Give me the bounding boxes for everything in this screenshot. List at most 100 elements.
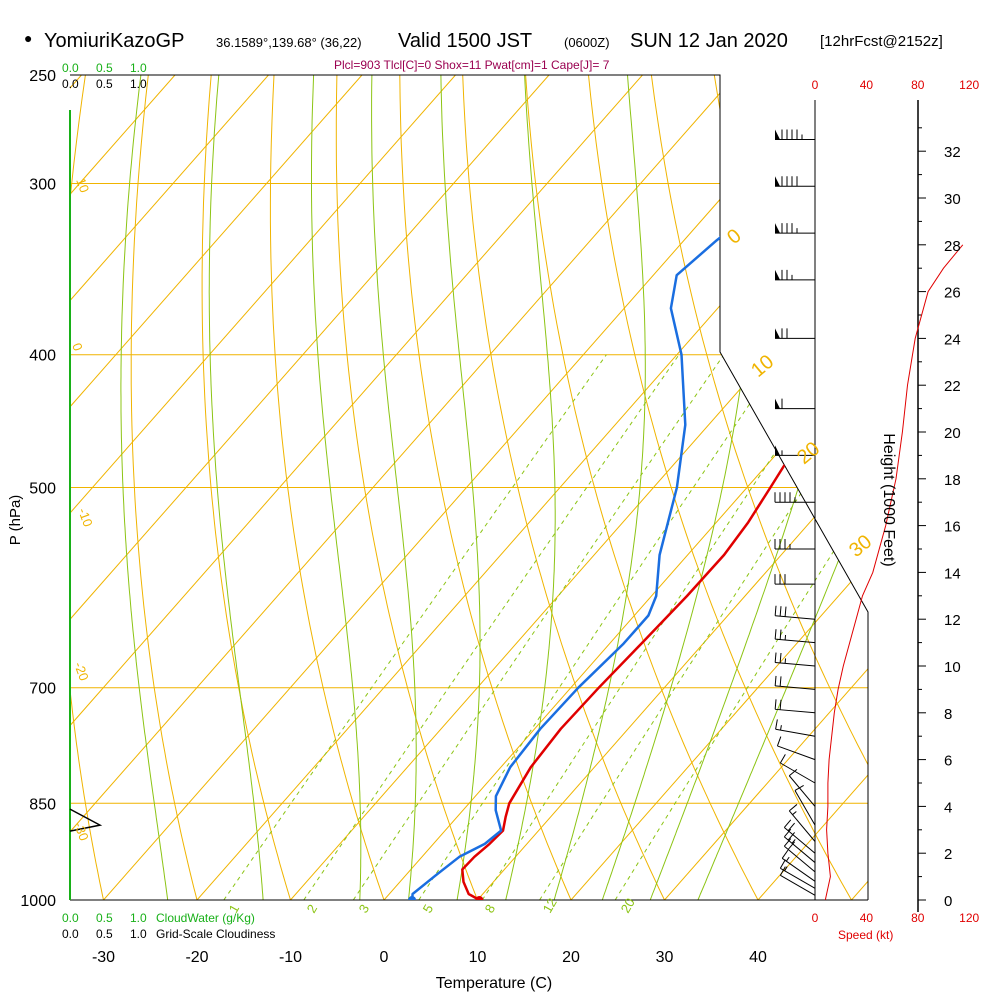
cloud-tick-label: 0.5 xyxy=(96,61,113,75)
height-tick-label: 10 xyxy=(944,659,961,676)
isotherm-label: -20 xyxy=(71,660,92,683)
dry-adiabat-line xyxy=(648,75,868,900)
dry-adiabat-line xyxy=(0,51,27,929)
wind-barb-full xyxy=(774,675,777,686)
wind-barb xyxy=(781,849,816,882)
wind-barb-staff xyxy=(775,708,816,714)
isotherm-line xyxy=(70,75,550,900)
y-tick-label: 850 xyxy=(29,796,56,813)
dry-adiabat-line xyxy=(959,51,1000,929)
wind-barb xyxy=(775,445,815,456)
wind-barb-full xyxy=(774,629,777,640)
x-tick-label: 30 xyxy=(656,949,674,966)
wind-barb-flag xyxy=(775,398,780,409)
mixing-ratio-label: 2 xyxy=(304,902,321,916)
speed-tick-label: 0 xyxy=(812,78,819,92)
height-tick-label: 24 xyxy=(944,331,961,348)
wind-barb-staff xyxy=(780,874,816,896)
moist-adiabat-line xyxy=(208,75,266,900)
isotherm-label: 10 xyxy=(73,176,92,195)
wind-barb xyxy=(774,652,816,667)
mixing-ratio-label: 12 xyxy=(540,895,560,915)
wind-barb-full xyxy=(779,859,786,869)
wind-barb-staff xyxy=(780,762,816,784)
y-tick-label: 700 xyxy=(29,681,56,698)
surface-dewpoint-marker xyxy=(408,896,417,900)
wind-barb-staff xyxy=(788,775,816,807)
wind-barb-flag xyxy=(775,223,780,234)
wind-barb-staff xyxy=(784,836,816,863)
wind-barb-full xyxy=(779,866,786,876)
wind-barb xyxy=(788,804,816,842)
cloud-tick-label: 0.0 xyxy=(62,61,79,75)
mixing-ratio-line xyxy=(418,354,784,900)
mixing-ratio-line xyxy=(352,354,725,900)
isotherm-label: -10 xyxy=(75,506,96,529)
y-tick-label: 250 xyxy=(29,68,56,85)
height-tick-label: 20 xyxy=(944,425,961,442)
isotherm-line xyxy=(290,75,868,900)
dry-adiabat-line xyxy=(269,75,395,900)
wind-barb xyxy=(775,223,815,234)
isotherm-line xyxy=(103,75,830,900)
cloud-tick-label: 0.0 xyxy=(62,927,79,941)
wind-barb xyxy=(774,675,816,690)
valid-time: Valid 1500 JST xyxy=(398,30,533,52)
x-tick-label: 10 xyxy=(469,949,487,966)
x-tick-label: -20 xyxy=(185,949,208,966)
wind-barb xyxy=(775,719,816,737)
wind-barb-flag xyxy=(775,129,780,140)
speed-tick-label: 0 xyxy=(812,911,819,925)
mixing-ratio-label: 3 xyxy=(356,902,373,916)
utc-time: (0600Z) xyxy=(564,35,610,50)
wind-barb-flag xyxy=(775,328,780,339)
wind-barb-full xyxy=(783,838,792,847)
speed-tick-label: 80 xyxy=(911,78,925,92)
cloud-tick-label: 1.0 xyxy=(130,927,147,941)
wind-barb-full xyxy=(776,736,782,747)
y-tick-label: 400 xyxy=(29,348,56,365)
cloud-tick-label: 1.0 xyxy=(130,61,147,75)
height-tick-label: 30 xyxy=(944,191,961,208)
cloud-tick-label: 0.0 xyxy=(62,77,79,91)
wind-barb xyxy=(775,398,815,410)
speed-tick-label: 80 xyxy=(911,911,925,925)
stability-indices: Plcl=903 Tlcl[C]=0 Shox=11 Pwat[cm]=1 Ca… xyxy=(334,58,610,72)
wind-barb xyxy=(774,629,816,644)
mixing-ratio-line xyxy=(539,354,868,900)
height-tick-label: 12 xyxy=(944,612,961,629)
y-tick-label: 300 xyxy=(29,177,56,194)
wind-barb-full xyxy=(784,606,787,617)
wind-barb xyxy=(775,269,815,281)
isotherm-line xyxy=(70,75,456,900)
cloudiness-label: Grid-Scale Cloudiness xyxy=(156,927,275,941)
isotherm-label: -30 xyxy=(71,820,92,843)
dry-adiabat-line xyxy=(130,75,206,900)
speed-tick-label: 120 xyxy=(959,911,979,925)
cloud-tick-label: 1.0 xyxy=(130,77,147,91)
y-axis-label: P (hPa) xyxy=(7,495,24,546)
wind-barb-full xyxy=(774,699,777,710)
wind-barb xyxy=(779,866,816,896)
height-tick-label: 14 xyxy=(944,565,961,582)
height-tick-label: 32 xyxy=(944,144,961,161)
moist-adiabat-line xyxy=(544,75,646,900)
wind-barb-full xyxy=(779,754,786,764)
speed-tick-label: 40 xyxy=(860,78,874,92)
dry-adiabat-line xyxy=(710,75,868,900)
wind-barb-staff xyxy=(788,810,816,842)
wind-barb-full xyxy=(779,652,782,663)
height-tick-label: 22 xyxy=(944,378,961,395)
isotherm-line xyxy=(851,75,868,900)
isotherm-label: 0 xyxy=(69,341,86,353)
height-tick-label: 28 xyxy=(944,238,961,255)
wind-barb-staff xyxy=(775,662,816,667)
wind-barb-staff xyxy=(784,827,816,854)
isotherm-line xyxy=(70,75,643,900)
wind-barb xyxy=(774,539,815,550)
wind-barb-staff xyxy=(784,845,816,873)
wind-barb xyxy=(775,176,815,187)
moist-adiabat-line xyxy=(120,75,172,900)
wind-barb-full xyxy=(774,652,777,663)
